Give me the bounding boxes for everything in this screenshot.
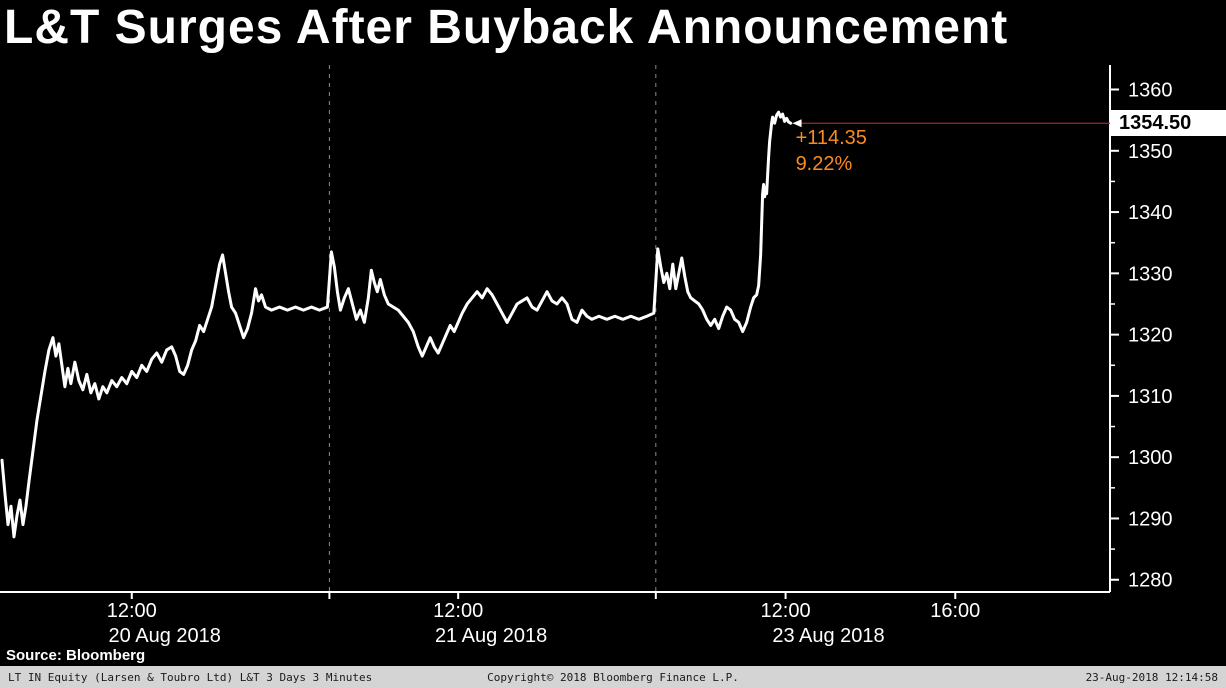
footer-timestamp: 23-Aug-2018 12:14:58 xyxy=(1085,670,1219,684)
y-axis-tick-label: 1310 xyxy=(1128,386,1173,408)
time-label: 12:00 xyxy=(433,600,483,622)
y-axis-tick-label: 1280 xyxy=(1128,570,1173,592)
date-label: 23 Aug 2018 xyxy=(772,625,884,647)
footer-bar: LT IN Equity (Larsen & Toubro Ltd) L&T 3… xyxy=(0,666,1226,688)
date-label: 20 Aug 2018 xyxy=(109,625,221,647)
footer-security-info: LT IN Equity (Larsen & Toubro Ltd) L&T 3… xyxy=(8,670,373,684)
y-axis-tick-label: 1350 xyxy=(1128,141,1173,163)
last-price-marker xyxy=(792,119,802,128)
time-label: 12:00 xyxy=(107,600,157,622)
last-price-label: 1354.50 xyxy=(1111,110,1226,137)
time-label: 16:00 xyxy=(930,600,980,622)
price-change-annotation: +114.35 xyxy=(795,127,867,150)
price-change-pct-annotation: 9.22% xyxy=(795,153,853,176)
y-axis-tick-label: 1330 xyxy=(1128,263,1173,285)
chart-title: L&T Surges After Buyback Announcement xyxy=(4,1,1009,54)
date-label: 21 Aug 2018 xyxy=(435,625,547,647)
footer-copyright: Copyright© 2018 Bloomberg Finance L.P. xyxy=(487,670,739,684)
time-label: 12:00 xyxy=(761,600,811,622)
source-label: Source: Bloomberg xyxy=(6,647,146,664)
y-axis-tick-label: 1360 xyxy=(1128,80,1173,102)
y-axis-tick-label: 1340 xyxy=(1128,202,1173,224)
y-axis-tick-label: 1320 xyxy=(1128,325,1173,347)
y-axis-tick-label: 1290 xyxy=(1128,508,1173,530)
y-axis-tick-label: 1300 xyxy=(1128,447,1173,469)
price-series-line xyxy=(0,110,793,539)
